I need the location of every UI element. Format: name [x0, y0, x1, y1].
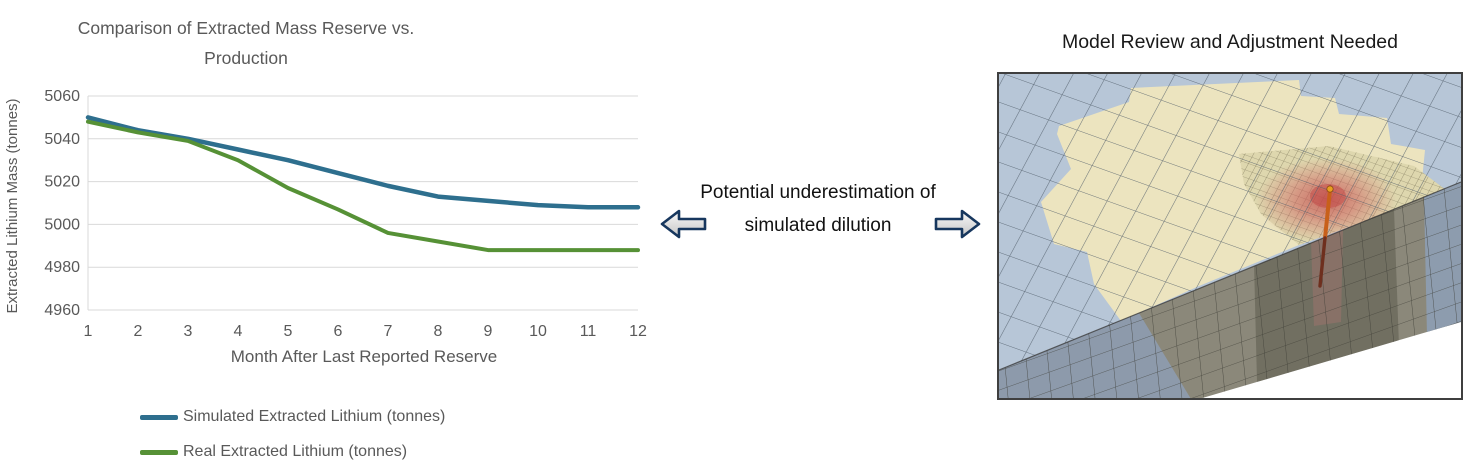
- model-figure-title: Model Review and Adjustment Needed: [1061, 31, 1399, 53]
- legend-swatch-real: [140, 449, 178, 455]
- svg-text:11: 11: [580, 323, 597, 340]
- svg-text:5000: 5000: [44, 216, 80, 233]
- legend-label-real: Real Extracted Lithium (tonnes): [183, 443, 408, 460]
- reservoir-model-3d-grid: [999, 74, 1461, 398]
- svg-text:4960: 4960: [44, 302, 80, 319]
- svg-text:4: 4: [234, 323, 243, 340]
- svg-text:3: 3: [184, 323, 193, 340]
- svg-text:6: 6: [334, 323, 343, 340]
- y-axis-title: Extracted Lithium Mass (tonnes): [4, 98, 21, 314]
- svg-text:5040: 5040: [44, 131, 80, 148]
- svg-text:8: 8: [434, 323, 443, 340]
- svg-text:7: 7: [384, 323, 393, 340]
- legend-swatch-simulated: [140, 414, 178, 420]
- legend-label-simulated: Simulated Extracted Lithium (tonnes): [183, 408, 446, 425]
- legend-item-real: Real Extracted Lithium (tonnes): [140, 443, 407, 461]
- svg-text:5: 5: [284, 323, 293, 340]
- block-arrow-right-icon: [934, 209, 981, 239]
- legend-item-simulated: Simulated Extracted Lithium (tonnes): [140, 408, 445, 426]
- x-axis-title: Month After Last Reported Reserve: [230, 347, 498, 366]
- well-icon: [1318, 185, 1334, 288]
- chart-title: Comparison of Extracted Mass Reserve vs.…: [77, 18, 415, 68]
- block-arrow-left-icon: [660, 209, 707, 239]
- svg-text:4980: 4980: [44, 259, 80, 276]
- svg-text:9: 9: [484, 323, 493, 340]
- svg-text:5060: 5060: [44, 88, 80, 105]
- svg-text:10: 10: [529, 323, 547, 340]
- svg-text:2: 2: [134, 323, 143, 340]
- svg-text:12: 12: [629, 323, 647, 340]
- callout-text: Potential underestimation of simulated d…: [700, 182, 936, 236]
- svg-text:1: 1: [84, 323, 93, 340]
- svg-text:5020: 5020: [44, 174, 80, 191]
- reservoir-model-figure: [997, 72, 1463, 400]
